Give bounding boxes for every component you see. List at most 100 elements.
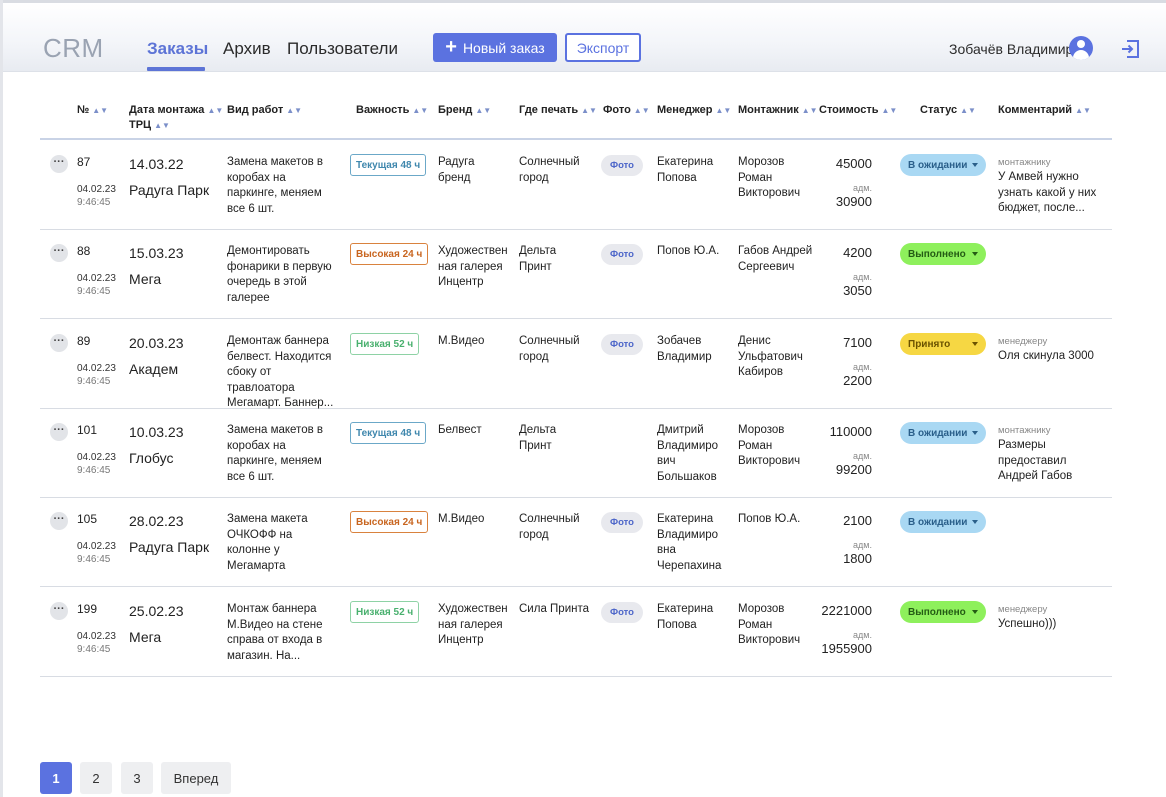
work-description: Демонтаж баннера белвест. Находится сбок… xyxy=(227,335,334,409)
brand: Радуга бренд xyxy=(438,156,475,184)
table-header: № ▲▼ Дата монтажа ▲▼ ТРЦ ▲▼ Вид работ ▲▼ Важн… xyxy=(40,100,1112,140)
sort-icon: ▲▼ xyxy=(475,106,492,115)
more-icon[interactable]: ··· xyxy=(50,244,68,262)
col-brand[interactable]: Бренд ▲▼ xyxy=(438,104,492,116)
next-page-button[interactable]: Вперед xyxy=(161,762,231,794)
mall-name: Радуга Парк xyxy=(129,539,210,555)
status-dropdown[interactable]: В ожидании xyxy=(900,422,986,444)
tab-orders[interactable]: Заказы xyxy=(147,39,209,58)
photo-button[interactable]: Фото xyxy=(601,244,643,265)
created-date: 04.02.23 xyxy=(77,363,116,374)
photo-button[interactable]: Фото xyxy=(601,334,643,355)
table-row[interactable]: ··· 88 04.02.23 9:46:45 15.03.23 Мега Демонтир… xyxy=(40,230,1112,319)
more-icon[interactable]: ··· xyxy=(50,602,68,620)
sort-icon: ▲▼ xyxy=(92,106,109,115)
col-mount-date[interactable]: Дата монтажа ▲▼ ТРЦ ▲▼ xyxy=(129,104,224,131)
photo-button[interactable]: Фото xyxy=(601,155,643,176)
col-status[interactable]: Статус ▲▼ xyxy=(920,104,976,116)
status-dropdown[interactable]: В ожидании xyxy=(900,154,986,176)
col-importance[interactable]: Важность ▲▼ xyxy=(356,104,429,116)
order-number: 199 xyxy=(77,602,98,616)
mall-name: Академ xyxy=(129,361,179,377)
caret-down-icon xyxy=(972,431,978,435)
user-circle-icon[interactable] xyxy=(1069,36,1093,60)
admin-cost: 2200 xyxy=(843,373,872,388)
tab-users[interactable]: Пользователи xyxy=(287,39,398,58)
cost: 45000 xyxy=(835,156,872,171)
importance-badge: Высокая 24 ч xyxy=(350,511,429,533)
user-name[interactable]: Зобачёв Владимир xyxy=(949,41,1074,57)
page-2-button[interactable]: 2 xyxy=(80,762,112,794)
col-photo[interactable]: Фото ▲▼ xyxy=(603,104,650,116)
sort-icon: ▲▼ xyxy=(633,106,650,115)
order-number: 101 xyxy=(77,423,98,437)
window-top-edge xyxy=(0,0,1166,3)
print-location: Дельта Принт xyxy=(519,245,557,273)
photo-button[interactable]: Фото xyxy=(601,602,643,623)
col-manager[interactable]: Менеджер ▲▼ xyxy=(657,104,732,116)
importance-badge: Низкая 52 ч xyxy=(350,601,420,623)
admin-cost: 1800 xyxy=(843,551,872,566)
work-description: Замена макета ОЧКОФФ на колонне у Мегама… xyxy=(227,513,308,572)
manager: Екатерина Попова xyxy=(657,156,714,184)
col-cost[interactable]: Стоимость ▲▼ xyxy=(819,104,898,116)
table-row[interactable]: ··· 89 04.02.23 9:46:45 20.03.23 Академ Демонт… xyxy=(40,320,1112,409)
comment-recipient: монтажнику xyxy=(998,157,1051,168)
print-location: Дельта Принт xyxy=(519,424,557,452)
sort-icon: ▲▼ xyxy=(801,106,818,115)
table-row[interactable]: ··· 199 04.02.23 9:46:45 25.02.23 Мега Монтаж … xyxy=(40,588,1112,677)
order-number: 89 xyxy=(77,334,91,348)
print-location: Солнечный город xyxy=(519,335,580,363)
admin-cost-label: адм. xyxy=(853,362,872,372)
admin-cost-label: адм. xyxy=(853,183,872,193)
col-num[interactable]: № ▲▼ xyxy=(77,104,109,116)
status-dropdown[interactable]: Выполнено xyxy=(900,243,986,265)
status-dropdown[interactable]: В ожидании xyxy=(900,511,986,533)
status-dropdown[interactable]: Выполнено xyxy=(900,601,986,623)
created-date: 04.02.23 xyxy=(77,541,116,552)
created-time: 9:46:45 xyxy=(77,197,111,208)
status-label: Выполнено xyxy=(908,606,966,618)
caret-down-icon xyxy=(972,520,978,524)
sort-icon: ▲▼ xyxy=(1075,106,1091,115)
manager: Екатерина Владимиро вна Черепахина xyxy=(657,513,722,572)
created-date: 04.02.23 xyxy=(77,631,116,642)
admin-cost-label: адм. xyxy=(853,451,872,461)
col-work[interactable]: Вид работ ▲▼ xyxy=(227,104,303,116)
mount-date: 15.03.23 xyxy=(129,245,184,261)
col-comment[interactable]: Комментарий ▲▼ xyxy=(998,104,1091,116)
importance-badge: Высокая 24 ч xyxy=(350,243,429,265)
logout-icon[interactable] xyxy=(1119,38,1141,60)
status-dropdown[interactable]: Принято xyxy=(900,333,986,355)
more-icon[interactable]: ··· xyxy=(50,155,68,173)
created-date: 04.02.23 xyxy=(77,184,116,195)
brand: Художествен ная галерея Инцентр xyxy=(438,245,508,288)
more-icon[interactable]: ··· xyxy=(50,512,68,530)
table-row[interactable]: ··· 87 04.02.23 9:46:45 14.03.22 Радуга Парк З… xyxy=(40,141,1112,230)
sort-icon: ▲▼ xyxy=(412,106,429,115)
new-order-button[interactable]: + Новый заказ xyxy=(433,33,557,62)
manager: Екатерина Попова xyxy=(657,603,714,631)
admin-cost: 99200 xyxy=(835,462,872,477)
more-icon[interactable]: ··· xyxy=(50,334,68,352)
admin-cost: 1955900 xyxy=(821,641,872,656)
col-installer[interactable]: Монтажник ▲▼ xyxy=(738,104,818,116)
sort-icon: ▲▼ xyxy=(715,106,732,115)
manager: Дмитрий Владимиро вич Большаков xyxy=(657,424,719,483)
importance-badge: Низкая 52 ч xyxy=(350,333,420,355)
page-1-button[interactable]: 1 xyxy=(40,762,72,794)
table-row[interactable]: ··· 101 04.02.23 9:46:45 10.03.23 Глобус Замен… xyxy=(40,409,1112,498)
tab-archive[interactable]: Архив xyxy=(223,39,271,58)
admin-cost: 3050 xyxy=(843,283,872,298)
work-description: Замена макетов в коробах на паркинге, ме… xyxy=(227,156,324,215)
mall-name: Мега xyxy=(129,271,162,287)
active-tab-indicator xyxy=(147,67,205,71)
photo-button[interactable]: Фото xyxy=(601,512,643,533)
export-button[interactable]: Экспорт xyxy=(565,33,641,62)
page-3-button[interactable]: 3 xyxy=(121,762,153,794)
more-icon[interactable]: ··· xyxy=(50,423,68,441)
status-label: Выполнено xyxy=(908,248,966,260)
table-row[interactable]: ··· 105 04.02.23 9:46:45 28.02.23 Радуга Парк… xyxy=(40,498,1112,587)
col-print[interactable]: Где печать ▲▼ xyxy=(519,104,597,116)
caret-down-icon xyxy=(972,252,978,256)
